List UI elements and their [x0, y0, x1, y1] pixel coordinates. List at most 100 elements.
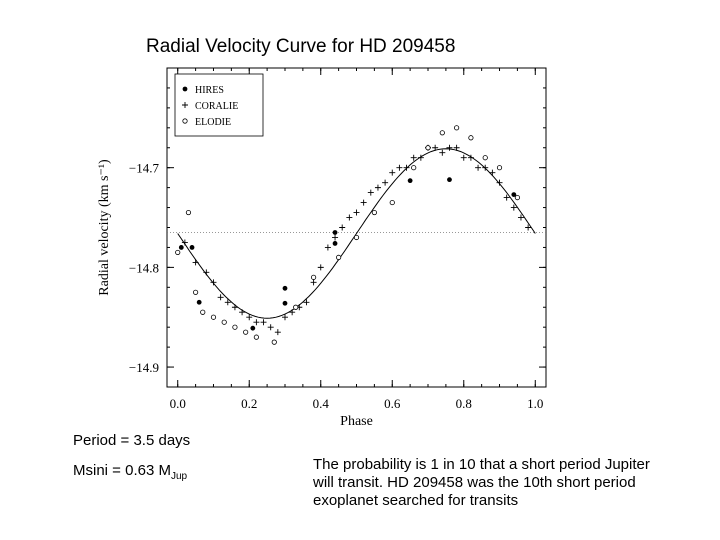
data-point: [517, 214, 524, 221]
data-point: [232, 324, 238, 330]
series-hires: [178, 177, 517, 331]
legend-box: [174, 73, 264, 137]
data-point: [231, 304, 238, 311]
y-axis-label: Radial velocity (km s⁻¹): [97, 159, 112, 296]
data-point: [439, 130, 445, 136]
data-point: [467, 154, 474, 161]
data-point: [371, 209, 377, 216]
data-point: [310, 279, 317, 286]
data-point: [332, 234, 339, 241]
data-point: [243, 329, 249, 335]
data-point: [410, 154, 417, 161]
data-point: [282, 300, 288, 306]
legend-marker: [182, 118, 188, 124]
data-point: [411, 165, 417, 171]
data-point: [193, 289, 199, 295]
data-point: [475, 164, 482, 171]
data-point: [360, 199, 367, 206]
y-tick-label: −14.8: [129, 260, 159, 275]
data-point: [303, 299, 310, 306]
data-point: [224, 299, 231, 306]
data-point: [253, 319, 260, 326]
data-point: [281, 314, 288, 321]
data-point: [250, 325, 256, 331]
data-point: [271, 339, 277, 345]
data-point: [525, 224, 532, 231]
data-point: [210, 314, 217, 320]
msini-text: Msini = 0.63 MJup: [73, 462, 187, 486]
data-point: [510, 204, 517, 211]
data-point: [181, 239, 188, 246]
data-point: [374, 184, 381, 191]
data-point: [217, 294, 224, 301]
data-point: [425, 145, 431, 151]
msini-subscript: Jup: [170, 471, 188, 482]
fit-curve: [177, 148, 536, 319]
data-point: [403, 164, 410, 171]
data-point: [511, 192, 517, 198]
data-point: [339, 224, 346, 231]
msini-label: Msini = 0.63 M: [73, 462, 171, 479]
data-point: [253, 334, 259, 340]
data-point: [417, 154, 424, 161]
data-point: [185, 209, 192, 216]
data-point: [496, 165, 503, 171]
data-point: [447, 177, 452, 183]
data-point: [396, 164, 403, 171]
data-point: [460, 154, 467, 161]
data-point: [489, 169, 496, 176]
data-point: [200, 309, 206, 315]
data-point: [289, 309, 296, 316]
data-point: [267, 324, 274, 331]
data-point: [178, 245, 184, 250]
data-point: [332, 241, 338, 246]
x-tick-label: 0.0: [170, 396, 186, 411]
data-point: [503, 194, 510, 201]
data-point: [439, 149, 446, 156]
data-point: [203, 269, 210, 276]
data-point: [324, 244, 331, 251]
data-point: [496, 179, 503, 186]
data-point: [317, 264, 324, 271]
data-point: [282, 285, 288, 291]
data-point: [192, 259, 199, 266]
x-tick-label: 1.0: [527, 396, 543, 411]
data-point: [468, 135, 474, 141]
data-point: [482, 155, 488, 161]
data-point: [353, 234, 360, 241]
data-point: [389, 199, 395, 206]
data-point: [310, 274, 317, 280]
legend: HIRES CORALIE ELODIE: [174, 73, 264, 137]
data-point: [246, 314, 253, 321]
y-tick-label: −14.7: [129, 161, 160, 176]
data-point: [514, 194, 520, 201]
period-text: Period = 3.5 days: [73, 432, 191, 449]
legend-label: CORALIE: [195, 101, 238, 112]
data-point: [189, 245, 195, 250]
series-elodie: [175, 125, 520, 345]
y-tick-label: −14.9: [129, 360, 159, 375]
data-point: [293, 304, 299, 310]
slide-title: Radial Velocity Curve for HD 209458: [146, 36, 456, 57]
x-axis-label: Phase: [340, 414, 373, 429]
data-point: [446, 144, 453, 151]
data-point: [239, 309, 246, 316]
data-point: [389, 169, 396, 176]
series-coralie: [181, 144, 532, 336]
data-point: [432, 144, 439, 151]
x-tick-label: 0.4: [313, 396, 330, 411]
data-point: [274, 329, 281, 336]
data-point: [260, 319, 267, 326]
data-point: [196, 299, 202, 305]
legend-marker: [182, 102, 188, 108]
x-tick-label: 0.6: [384, 396, 401, 411]
legend-marker: [182, 86, 188, 92]
data-point: [367, 189, 374, 196]
data-point: [336, 254, 342, 261]
probability-text: The probability is 1 in 10 that a short …: [313, 456, 650, 509]
data-point: [221, 319, 227, 325]
data-point: [353, 209, 360, 216]
legend-label: ELODIE: [195, 117, 231, 128]
data-point: [382, 179, 389, 186]
